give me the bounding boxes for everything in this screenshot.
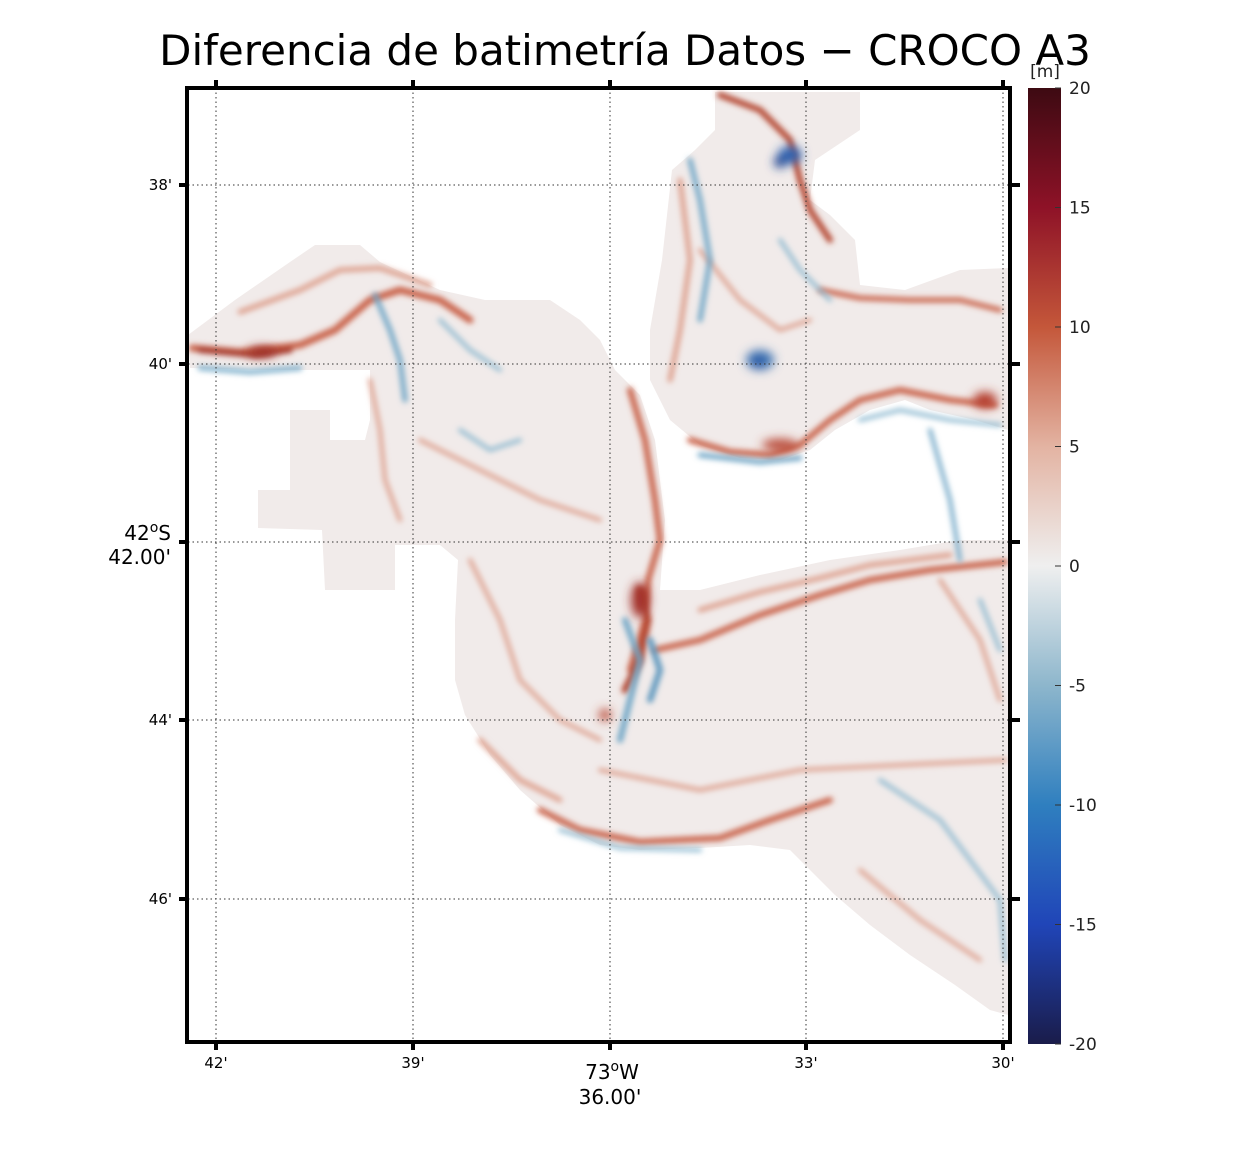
map-gridlines [188, 88, 1010, 1042]
x-tick-label: 39' [401, 1054, 424, 1072]
x-tick-label: 33' [794, 1054, 817, 1072]
colorbar-tick-label: -10 [1069, 796, 1097, 816]
y-tick-label: 40' [149, 355, 172, 373]
x-center-minutes: 36.00' [579, 1085, 642, 1109]
extreme-spots [248, 146, 997, 721]
water-region-west [188, 245, 1008, 1015]
y-center-deg: 42 [124, 521, 149, 545]
water-region-north [650, 92, 1008, 460]
x-tick-label: 30' [991, 1054, 1014, 1072]
y-center-label: 42oS [124, 520, 171, 545]
map-tick-marks [179, 80, 1020, 1050]
bathymetry-field [188, 92, 1008, 1015]
colorbar-unit: [m] [1030, 62, 1060, 82]
y-center-hemisphere: S [158, 521, 171, 545]
colorbar-ticks: 20 15 10 5 0 -5 -10 -15 -20 [1055, 79, 1097, 1055]
map-frame [185, 86, 1012, 1044]
map-title: Diferencia de batimetría Datos − CROCO A… [159, 26, 1091, 75]
negative-difference-bands [197, 157, 1007, 962]
y-center-minutes: 42.00' [108, 545, 171, 569]
y-tick-label: 46' [149, 890, 172, 908]
colorbar-tick-label: 20 [1069, 79, 1091, 99]
y-tick-label: 38' [149, 176, 172, 194]
positive-difference-bands [188, 92, 1008, 962]
x-center-deg: 73 [585, 1060, 610, 1084]
x-center-degree-symbol: o [611, 1059, 620, 1075]
colorbar-tick-label: -5 [1069, 677, 1086, 697]
colorbar-tick-label: -20 [1069, 1035, 1097, 1055]
x-center-label: 73oW [585, 1059, 639, 1084]
y-center-degree-symbol: o [150, 520, 159, 536]
colorbar-tick-label: -15 [1069, 916, 1097, 936]
colorbar: [m] 20 15 10 5 0 -5 -10 -15 -20 [1028, 62, 1097, 1055]
x-center-hemisphere: W [619, 1060, 639, 1084]
colorbar-tick-label: 15 [1069, 199, 1091, 219]
x-tick-label: 42' [204, 1054, 227, 1072]
colorbar-tick-label: 10 [1069, 318, 1091, 338]
colorbar-tick-label: 5 [1069, 438, 1080, 458]
colorbar-tick-label: 0 [1069, 557, 1080, 577]
y-tick-label: 44' [149, 711, 172, 729]
